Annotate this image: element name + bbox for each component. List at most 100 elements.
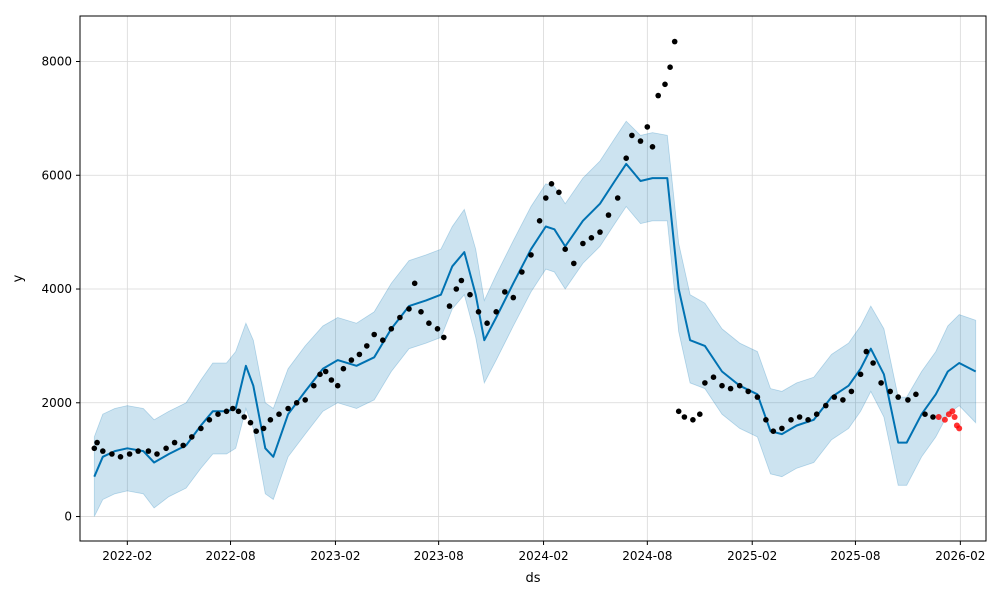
observed-point (348, 357, 355, 363)
observed-point (588, 235, 595, 241)
observed-point (878, 380, 884, 386)
observed-point (441, 334, 447, 341)
observed-point (580, 240, 586, 247)
observed-point (831, 394, 838, 400)
observed-point (823, 402, 829, 409)
observed-point (662, 81, 668, 88)
observed-point (223, 408, 230, 415)
observed-point (770, 428, 777, 435)
y-tick-label: 4000 (41, 282, 72, 296)
observed-point (163, 445, 169, 452)
observed-point (247, 419, 254, 426)
observed-point (667, 64, 673, 70)
observed-point (857, 371, 864, 378)
observed-point (117, 454, 124, 460)
observed-point (710, 374, 717, 381)
observed-point (848, 388, 855, 395)
observed-point (702, 380, 708, 386)
observed-point (230, 405, 236, 412)
x-axis-ticks: 2022-02 2022-08 2023-02 2023-08 2024-02 2024-… (102, 541, 985, 563)
holdout-points-layer (935, 408, 963, 432)
observed-point (364, 343, 370, 349)
observed-point (681, 414, 688, 420)
observed-point (253, 428, 259, 435)
observed-point (388, 326, 395, 332)
observed-point (736, 382, 743, 389)
observed-point (418, 309, 424, 315)
observed-point (293, 400, 300, 406)
observed-point (100, 448, 106, 454)
x-axis-label: ds (525, 571, 540, 586)
observed-point (426, 320, 432, 327)
observed-point (690, 417, 696, 423)
observed-point (655, 92, 661, 99)
observed-point (135, 448, 141, 454)
y-axis-label: y (11, 274, 26, 282)
plot-frame (79, 15, 987, 542)
observed-point (597, 229, 603, 235)
holdout-point (951, 414, 958, 420)
observed-point (727, 385, 734, 392)
observed-point (189, 434, 195, 440)
observed-point (493, 309, 500, 315)
observed-point (779, 425, 785, 432)
observed-point (154, 451, 160, 457)
x-tick-label: 2024-08 (622, 549, 672, 563)
observed-point (328, 377, 335, 383)
x-tick-label: 2025-02 (727, 549, 777, 563)
y-tick-label: 6000 (41, 168, 72, 182)
observed-point (571, 260, 577, 267)
observed-point (285, 405, 291, 412)
observed-point (340, 365, 347, 372)
holdout-point (956, 425, 963, 432)
observed-point (322, 368, 329, 375)
observed-point (697, 411, 703, 418)
observed-point (671, 38, 678, 45)
observed-point (922, 411, 928, 418)
observed-point (556, 189, 562, 196)
observed-point (502, 289, 508, 295)
observed-point (467, 291, 473, 298)
uncertainty-interval (93, 120, 977, 517)
observed-point (719, 382, 725, 389)
observed-point (895, 394, 901, 400)
observed-point (145, 448, 152, 454)
observed-point (637, 138, 644, 144)
observed-point (475, 309, 482, 315)
observed-point (180, 442, 186, 449)
y-axis-ticks: 0 2000 4000 6000 8000 (41, 55, 80, 524)
observed-point (543, 195, 549, 201)
observed-point (644, 124, 651, 130)
observed-point (446, 303, 453, 309)
observed-point (510, 294, 517, 301)
observed-point (94, 439, 100, 446)
observed-point (206, 417, 213, 423)
x-tick-label: 2022-02 (102, 549, 152, 563)
holdout-point (941, 416, 948, 423)
observed-point (813, 411, 820, 418)
observed-point (458, 277, 465, 284)
observed-point (109, 451, 115, 457)
observed-point (260, 425, 267, 432)
grid-lines (80, 16, 986, 541)
observed-point (840, 397, 846, 403)
observed-point (805, 417, 811, 423)
observed-point (235, 408, 242, 415)
observed-point (317, 371, 323, 378)
observed-point (763, 417, 769, 423)
observed-point (484, 320, 490, 327)
observed-points-layer (91, 38, 936, 460)
observed-point (536, 218, 543, 224)
observed-point (649, 144, 656, 150)
observed-point (905, 397, 911, 403)
observed-point (171, 439, 178, 446)
holdout-point (949, 408, 956, 415)
observed-point (411, 280, 418, 287)
y-tick-label: 0 (64, 510, 72, 524)
observed-point (126, 451, 133, 457)
observed-point (215, 411, 221, 418)
y-tick-label: 2000 (41, 396, 72, 410)
observed-point (380, 337, 386, 344)
observed-point (241, 414, 247, 420)
